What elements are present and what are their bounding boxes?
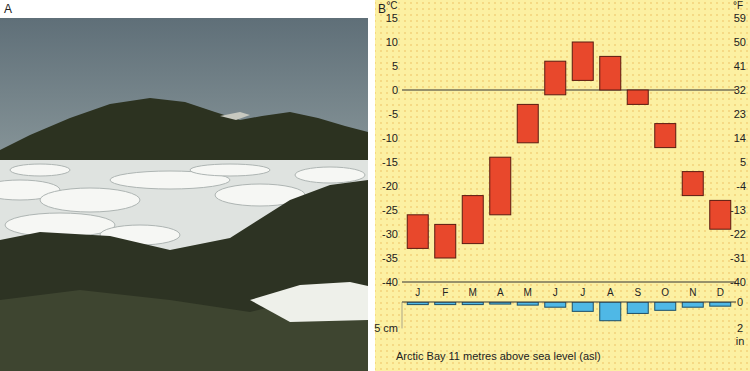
temperature-bar — [627, 90, 648, 104]
tick-label: 15 — [386, 12, 398, 24]
photo-snow-patch — [250, 282, 368, 322]
temperature-bar — [545, 61, 566, 95]
tick-label: -40 — [382, 276, 398, 288]
photo-floe — [40, 188, 140, 212]
baseline — [402, 90, 736, 91]
precipitation-bar — [655, 302, 676, 310]
tick-label: 2 — [737, 322, 743, 334]
axis-label: °C — [386, 0, 397, 11]
category-label: S — [634, 287, 641, 298]
tick-label: -30 — [382, 228, 398, 240]
tick-label: 23 — [734, 108, 746, 120]
tick-label: 5 — [740, 156, 746, 168]
precipitation-bar — [545, 302, 566, 307]
precipitation-bars — [407, 302, 731, 321]
temperature-bar — [682, 172, 703, 196]
panel-label: A — [4, 2, 12, 16]
tick-label: 59 — [734, 12, 746, 24]
precipitation-bar — [682, 302, 703, 307]
category-label: N — [689, 287, 696, 298]
caption: Arctic Bay 11 metres above sea level (as… — [396, 350, 601, 362]
temperature-bar — [572, 42, 593, 80]
category-label: O — [661, 287, 669, 298]
category-label: M — [524, 287, 532, 298]
temperature-bar — [407, 215, 428, 249]
tick-label: 10 — [386, 36, 398, 48]
chart-background — [375, 0, 750, 371]
tick-label: -10 — [382, 132, 398, 144]
photo-sky — [0, 18, 368, 371]
category-label: M — [469, 287, 477, 298]
precipitation-bar — [627, 302, 648, 313]
tick-label: 0 — [737, 296, 743, 308]
photo-floe — [190, 164, 270, 176]
photo-snow — [220, 112, 250, 120]
precipitation-bar — [572, 302, 593, 311]
axis-line — [402, 282, 736, 283]
temperature-bar — [710, 200, 731, 229]
tick-label: 5 — [392, 60, 398, 72]
tick-label: -20 — [382, 180, 398, 192]
temperature-bars — [407, 42, 731, 258]
precipitation-bar — [710, 302, 731, 306]
tick-label: -35 — [382, 252, 398, 264]
axis-label: °F — [733, 0, 743, 11]
photo-rock — [0, 180, 368, 371]
tick-label: -22 — [730, 228, 746, 240]
photo-floe — [10, 164, 70, 176]
axis-line — [402, 302, 736, 303]
tick-label: 0 — [392, 84, 398, 96]
temperature-bar — [600, 56, 621, 90]
precipitation-bar — [600, 302, 621, 321]
photo-floe — [295, 167, 365, 183]
tick-label: 14 — [734, 132, 746, 144]
tick-label: 5 cm — [374, 322, 398, 334]
category-label: J — [415, 287, 420, 298]
tick-label: -25 — [382, 204, 398, 216]
axis-line — [402, 302, 403, 328]
tick-label: 50 — [734, 36, 746, 48]
tick-label: 41 — [734, 60, 746, 72]
axis-label: in — [736, 335, 745, 347]
temperature-bar — [655, 124, 676, 148]
temperature-bar — [462, 196, 483, 244]
category-label: A — [497, 287, 504, 298]
category-label: J — [553, 287, 558, 298]
tick-label: -4 — [736, 180, 746, 192]
temperature-bar — [435, 224, 456, 258]
tick-label: -13 — [730, 204, 746, 216]
tick-label: -31 — [730, 252, 746, 264]
figure: AB°C°F151050-5-10-15-20-25-30-35-4059504… — [0, 0, 750, 371]
category-label: A — [607, 287, 614, 298]
photo — [0, 18, 368, 371]
category-label: F — [442, 287, 448, 298]
tick-label: -5 — [388, 108, 398, 120]
temperature-bar — [490, 157, 511, 215]
photo-hill — [0, 98, 368, 170]
category-label: D — [717, 287, 724, 298]
temperature-bar — [517, 104, 538, 142]
category-label: J — [580, 287, 585, 298]
tick-label: -15 — [382, 156, 398, 168]
